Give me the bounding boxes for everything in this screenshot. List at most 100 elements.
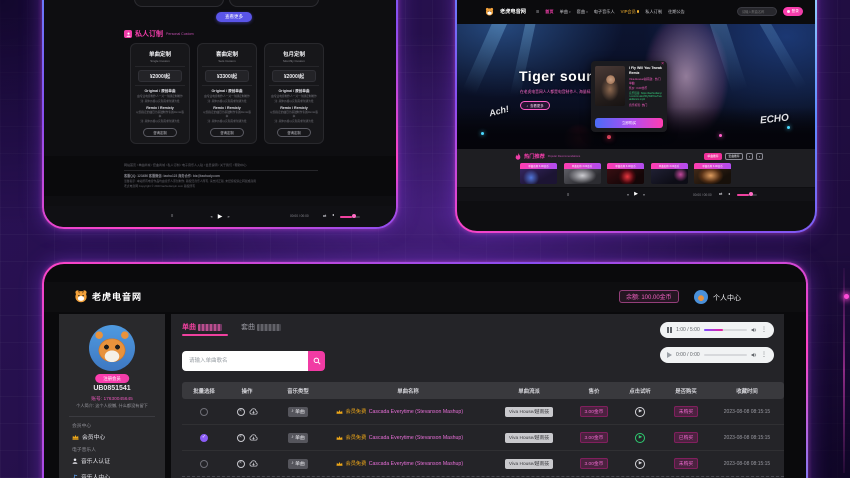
hero-cta-button[interactable]: ♪ 查看更多: [520, 101, 550, 110]
original-note: 注: 具体价格以实际需求沟通为准: [140, 99, 180, 103]
remove-icon[interactable]: ×: [236, 407, 245, 416]
favorite-time: 2023-08-08 08:15:15: [723, 408, 771, 415]
favorite-time: 2023-08-08 08:15:15: [723, 434, 771, 441]
original-label: Original / 原创单曲: [278, 89, 310, 93]
loop-icon[interactable]: ⇄: [323, 212, 327, 218]
footer-links[interactable]: 网站首页 / 单曲商城 / 套曲商城 / 私人订制 / 电子音乐人入驻 / 会员…: [124, 163, 247, 167]
see-more-button[interactable]: 查看更多: [216, 12, 252, 22]
song-title[interactable]: Cascada Everytime (Stevanson Mashup): [368, 408, 464, 415]
nav-musicians[interactable]: 电子音乐人: [593, 8, 615, 14]
volume-slider[interactable]: [340, 214, 360, 218]
remove-icon[interactable]: ×: [236, 433, 245, 442]
play-button[interactable]: ▶: [634, 191, 638, 197]
carousel-next-button[interactable]: ›: [756, 152, 763, 160]
track-link[interactable]: 音乐链接: https://laohudianyin.com/music/IFl…: [629, 91, 662, 102]
seek-bar[interactable]: [703, 328, 747, 332]
sets-filter-button[interactable]: 套曲推荐: [725, 152, 743, 160]
preview-play-button[interactable]: ▶: [635, 458, 645, 469]
play-icon[interactable]: [667, 352, 672, 358]
next-track-button[interactable]: »: [227, 213, 230, 219]
playlist-icon[interactable]: ≡: [567, 191, 570, 197]
buy-now-button[interactable]: 立即购买: [595, 118, 663, 128]
song-title[interactable]: Cascada Everytime (Stevanson Mashup): [368, 460, 464, 467]
track-thumbnail[interactable]: 单曲名称 3.00金币: [563, 163, 601, 184]
row-checkbox[interactable]: [200, 459, 208, 468]
menu-icon[interactable]: ≡: [535, 8, 540, 15]
header-search-input[interactable]: [742, 9, 772, 14]
volume-icon[interactable]: ◂: [332, 212, 335, 217]
nav-home[interactable]: 首页: [545, 8, 554, 14]
stage-led: [481, 132, 484, 135]
cloud-download-icon[interactable]: [249, 434, 258, 441]
track-thumbnail[interactable]: 单曲名称 3.00金币: [650, 163, 688, 184]
avatar[interactable]: [89, 325, 135, 371]
next-track-button[interactable]: »: [642, 191, 646, 197]
active-tab-underline: [182, 334, 228, 336]
sidebar-item-musician-center[interactable]: 音乐人中心: [72, 472, 110, 478]
sidebar-item-member-center[interactable]: 会员中心: [72, 432, 105, 441]
audio-player[interactable]: 1:00 / 5:00 ⋮: [660, 322, 774, 338]
avatar[interactable]: [694, 290, 708, 304]
login-button[interactable]: 登录: [783, 7, 803, 16]
previous-track-button[interactable]: «: [210, 213, 213, 219]
playlist-icon[interactable]: ≡: [171, 213, 174, 218]
pause-icon[interactable]: [667, 327, 673, 333]
track-thumbnail[interactable]: 单曲名称 3.00金币: [520, 163, 557, 184]
carousel-prev-button[interactable]: ‹: [746, 152, 753, 160]
row-checkbox[interactable]: ✓: [200, 433, 208, 442]
loop-icon[interactable]: ⇄: [719, 191, 723, 196]
user-bio: 个人简介: 这个人很懒, 什么都没有留下: [76, 403, 148, 408]
singles-filter-button[interactable]: 单曲推荐: [704, 152, 722, 160]
card-price: ¥2000/起: [138, 70, 182, 82]
nav-vip[interactable]: VIP会员: [621, 9, 640, 15]
price-badge: 3.00金币: [580, 406, 608, 417]
song-search-input[interactable]: [182, 351, 308, 371]
nav-custom[interactable]: 私人订制: [645, 8, 663, 14]
play-button[interactable]: ▶: [217, 213, 223, 220]
search-button[interactable]: [308, 351, 325, 371]
tab-sets[interactable]: 套曲: [241, 322, 281, 332]
pricing-card-single: 单曲定制 Single Custom ¥2000/起 Original / 原创…: [130, 43, 190, 144]
consult-button[interactable]: 咨询定制: [277, 128, 311, 138]
preview-play-button[interactable]: ▶: [635, 406, 645, 417]
audio-player[interactable]: 0:00 / 0:00 ⋮: [660, 347, 774, 363]
footer-contact: 客服QQ: 123456 客服微信: laohu123 商务合作: biz@la…: [124, 174, 220, 178]
cloud-download-icon[interactable]: [249, 408, 258, 415]
homepage-mockup: 老虎电音网 ≡ 首页 单曲 ▾ 套曲 ▾ 电子音乐人 VIP会员 私人订制 往期…: [455, 0, 817, 233]
seek-bar[interactable]: [703, 353, 747, 357]
kebab-menu-icon[interactable]: ⋮: [761, 327, 767, 333]
pricing-page-mockup: 立即开通 立即开通 查看更多 私人订制 Personal Custom 单曲定制…: [42, 0, 398, 229]
volume-slider[interactable]: [737, 192, 757, 196]
nav-announcements[interactable]: 往期公告: [668, 8, 685, 14]
thumbnail-label: 单曲名称 3.00金币: [563, 163, 601, 169]
crown-icon: [336, 409, 343, 415]
table-row: × ♪ 单曲 会员免费 Cascada Everytime (Stevanson …: [182, 451, 784, 477]
original-desc: 由专业电音制作人一对一沟通定制制作: [137, 95, 183, 98]
sidebar-item-musician-verify[interactable]: 音乐人认证: [72, 456, 110, 465]
nav-sets[interactable]: 套曲 ▾: [576, 8, 588, 14]
track-thumbnail[interactable]: 单曲名称 3.00金币: [694, 163, 731, 184]
stage-led: [607, 135, 611, 139]
song-title[interactable]: Cascada Everytime (Stevanson Mashup): [368, 434, 464, 441]
crown-icon: [336, 435, 343, 441]
previous-track-button[interactable]: «: [626, 191, 630, 197]
preview-play-button[interactable]: ▶: [635, 432, 645, 443]
purchase-status-badge: 未购买: [674, 406, 698, 417]
volume-icon[interactable]: [751, 352, 757, 358]
volume-icon[interactable]: ◂: [728, 190, 731, 196]
free-label: 会员免费: [345, 409, 367, 415]
nav-singles[interactable]: 单曲 ▾: [559, 8, 571, 14]
track-thumbnail[interactable]: 单曲名称 3.00金币: [607, 163, 644, 184]
volume-icon[interactable]: [751, 327, 757, 333]
tab-singles[interactable]: 单曲: [182, 322, 222, 332]
row-checkbox[interactable]: [200, 407, 208, 416]
profile-center-link[interactable]: 个人中心: [713, 295, 741, 302]
consult-button[interactable]: 咨询定制: [210, 128, 244, 138]
kebab-menu-icon[interactable]: ⋮: [761, 352, 767, 358]
close-icon[interactable]: ×: [661, 61, 664, 67]
consult-button[interactable]: 咨询定制: [143, 128, 177, 138]
header-search-box[interactable]: [737, 7, 777, 16]
cloud-download-icon[interactable]: [249, 460, 258, 467]
remove-icon[interactable]: ×: [236, 459, 245, 468]
